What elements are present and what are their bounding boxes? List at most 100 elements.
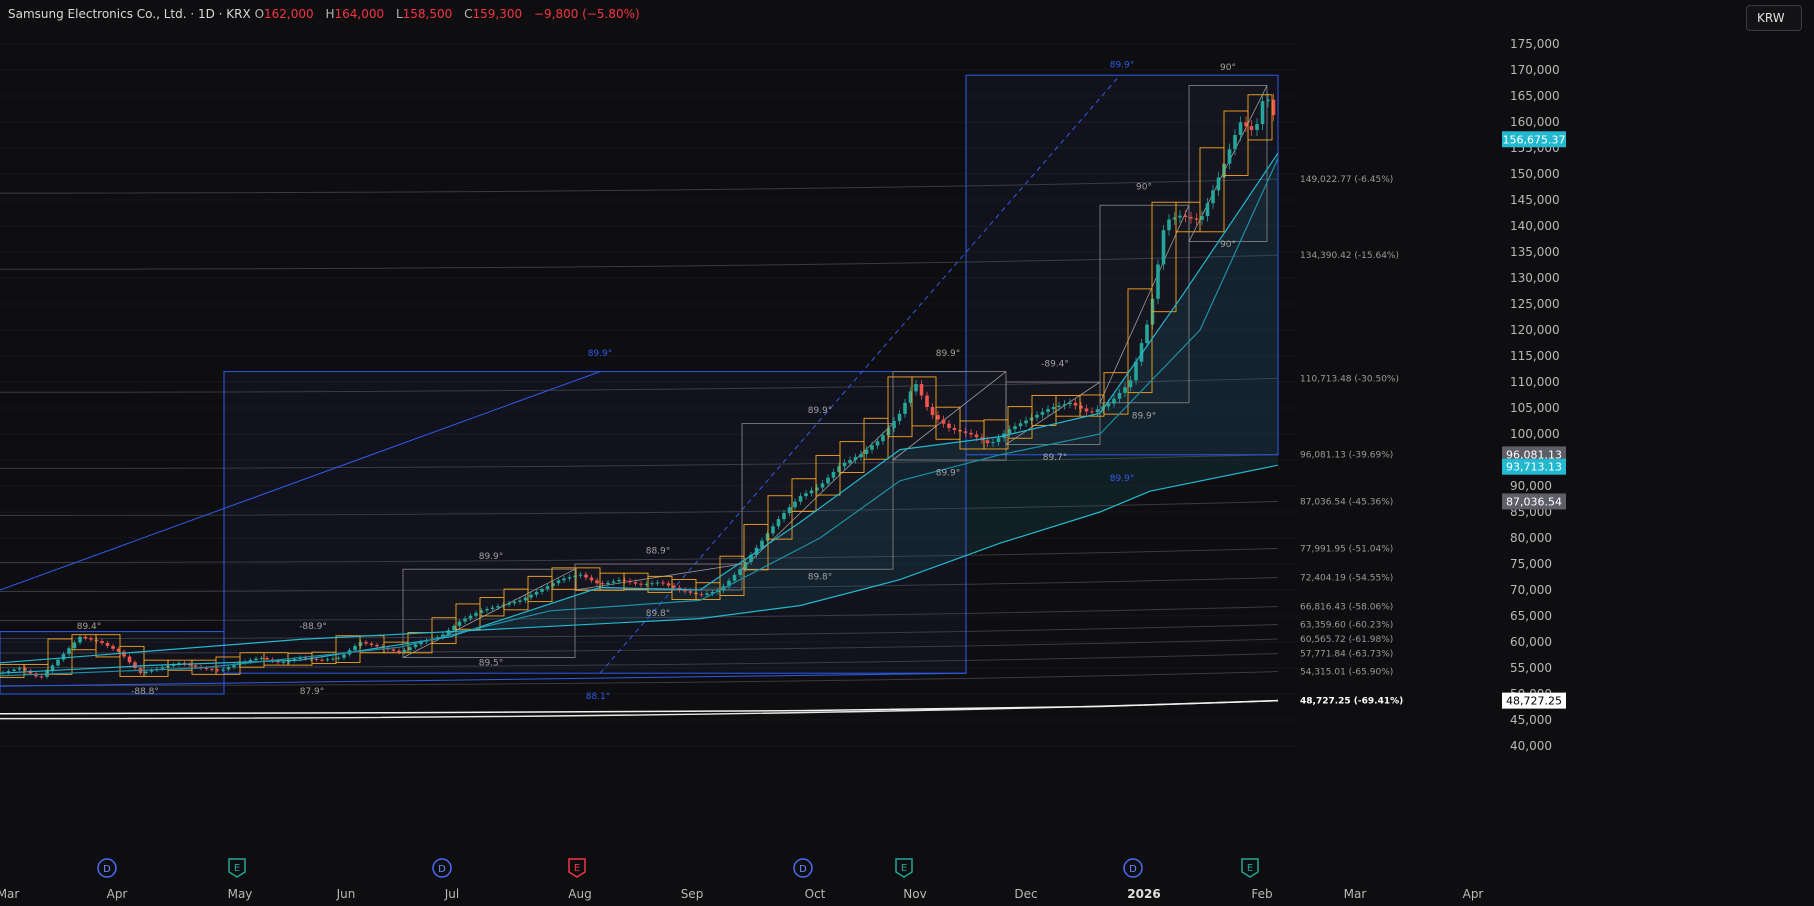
candle-body <box>1123 387 1127 393</box>
gray-box-layer <box>402 85 1268 659</box>
candle-body <box>611 581 616 583</box>
gray-range-box <box>402 568 576 659</box>
candle-body <box>1051 407 1056 410</box>
candle-body <box>655 582 660 584</box>
price-badge-label: 87,036.54 <box>1506 495 1562 508</box>
candle-body <box>17 668 22 670</box>
candle-body <box>859 454 863 458</box>
candle-body <box>83 636 88 639</box>
candle-body <box>479 610 484 613</box>
candle-body <box>281 661 286 663</box>
candle-body <box>518 600 522 602</box>
candle-body <box>457 621 462 626</box>
level-lines-layer: 149,022.77 (-6.45%) 134,390.42 (-15.64%) 1… <box>0 175 1403 720</box>
y-tick-label: 55,000 <box>1510 661 1552 675</box>
candle-body <box>1194 218 1199 220</box>
candle-body <box>507 603 511 605</box>
currency-button[interactable]: KRW <box>1746 5 1802 31</box>
level-label: 48,727.25 (-69.41%) <box>1300 697 1403 707</box>
close-value: 159,300 <box>472 7 523 21</box>
candle-body <box>188 663 192 666</box>
x-tick-label: May <box>228 887 253 901</box>
level-label: 96,081.13 (-39.69%) <box>1300 450 1393 460</box>
candle-body <box>303 657 308 659</box>
candle-body <box>1216 177 1221 191</box>
level-line <box>0 671 1279 687</box>
symbol-title[interactable]: Samsung Electronics Co., Ltd. · 1D · KRX <box>8 7 251 21</box>
orange-box <box>1199 147 1225 233</box>
earnings-marker <box>568 858 586 878</box>
candle-body <box>523 597 528 601</box>
close-label: C <box>464 7 473 21</box>
level-line <box>0 547 1279 563</box>
y-tick-label: 110,000 <box>1510 375 1560 389</box>
candle-body <box>710 591 715 594</box>
candle-body <box>688 591 693 593</box>
level-line <box>0 606 1279 622</box>
level-label: 87,036.54 (-45.36%) <box>1300 497 1393 507</box>
orange-box <box>911 376 937 427</box>
angle-labels-layer: 89.4° -88.9° 89.9° 89.5° 88.9° 89.8° 89.9° 89.8… <box>77 60 1236 702</box>
high-value: 164,000 <box>334 7 385 21</box>
candle-body <box>771 526 775 534</box>
dividend-marker-label: D <box>799 864 807 875</box>
candle-body <box>265 657 269 660</box>
orange-box <box>1151 201 1177 313</box>
candle-body <box>1095 409 1100 413</box>
dividend-marker-label: D <box>1129 864 1137 875</box>
candle-body <box>908 391 913 403</box>
candle-body <box>903 402 907 414</box>
candle-body <box>67 648 71 654</box>
level-line <box>0 178 1279 194</box>
candle-body <box>39 676 44 678</box>
dividend-marker-label: D <box>103 864 111 875</box>
candle-body <box>408 647 412 651</box>
candle-body <box>144 671 148 674</box>
candle-body <box>1255 124 1259 130</box>
dividend-marker <box>793 858 813 878</box>
gray-fan-line <box>1005 381 1101 445</box>
candle-body <box>122 651 126 657</box>
candle-body <box>1211 190 1215 204</box>
candle-body <box>364 642 368 644</box>
candle-body <box>259 657 264 659</box>
open-label: O <box>254 7 265 21</box>
candle-body <box>947 423 951 429</box>
candle-body <box>419 641 423 645</box>
candle-body <box>760 540 764 548</box>
candle-body <box>441 634 445 638</box>
candle-body <box>1266 99 1270 102</box>
orange-box <box>1223 110 1249 176</box>
candle-body <box>749 554 753 563</box>
price-badge <box>1502 131 1566 148</box>
candle-body <box>452 625 456 631</box>
y-tick-label: 175,000 <box>1510 37 1560 51</box>
gray-fan-line <box>892 371 1007 461</box>
earnings-marker-label: E <box>234 863 240 874</box>
candle-body <box>567 577 572 579</box>
candle-body <box>369 643 374 645</box>
time-axis[interactable]: Mar Apr May Jun Jul Aug Sep Oct Nov Dec 2026 Feb Mar… <box>0 887 1483 901</box>
dividend-marker <box>1123 858 1143 878</box>
candle-body <box>133 662 137 668</box>
dividend-marker <box>432 858 452 878</box>
candle-body <box>397 650 401 653</box>
candle-body <box>1090 411 1094 413</box>
candle-body <box>1167 219 1171 231</box>
ma-band-layer <box>0 153 1278 674</box>
candle-body <box>875 441 880 446</box>
y-tick-label: 130,000 <box>1510 271 1560 285</box>
level-line <box>0 638 1279 654</box>
candle-body <box>314 659 319 661</box>
level-label: 66,816.43 (-58.06%) <box>1300 603 1393 613</box>
candle-body <box>831 471 836 478</box>
candle-body <box>1068 402 1072 405</box>
candle-body <box>782 513 786 520</box>
y-tick-label: 125,000 <box>1510 297 1560 311</box>
candle-body <box>798 496 803 502</box>
candle-body <box>1073 402 1078 406</box>
price-badge <box>1502 493 1566 510</box>
